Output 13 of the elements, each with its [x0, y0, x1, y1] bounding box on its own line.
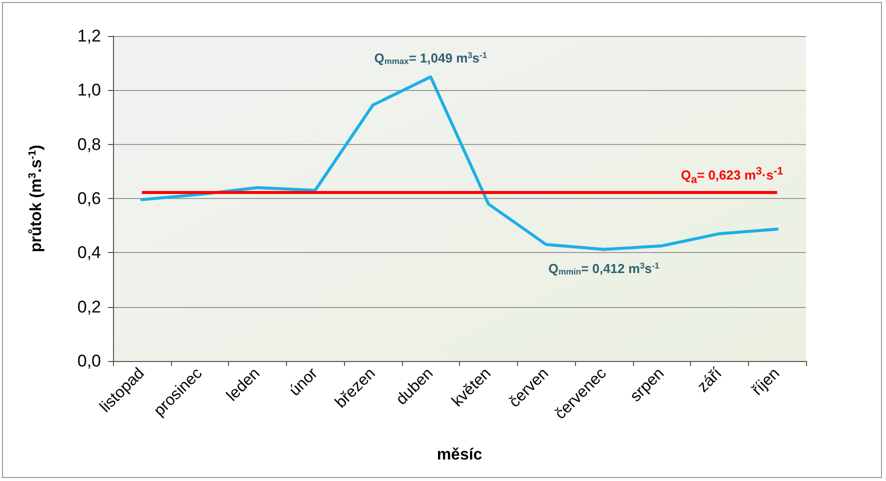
- y-tick-label: 0,2: [77, 297, 101, 316]
- x-axis-title: měsíc: [436, 446, 482, 464]
- y-axis-title: průtok (m3.s-1): [27, 144, 45, 252]
- y-tick-label: 0,0: [77, 352, 101, 370]
- y-tick-label: 1,0: [77, 80, 101, 100]
- y-tick-label: 1,2: [77, 26, 101, 46]
- x-tick-label: září: [694, 364, 726, 396]
- y-tick-label: 0,4: [77, 243, 101, 262]
- y-tick-label: 0,6: [77, 189, 101, 208]
- ref-line-label: Q$_{a}$= 0,623 m$^{3}$·s$^{-1}$: [680, 166, 784, 186]
- x-tick-label: únor: [286, 364, 322, 400]
- x-tick-label: říjen: [749, 364, 784, 400]
- y-tick-label: 0,8: [77, 134, 101, 154]
